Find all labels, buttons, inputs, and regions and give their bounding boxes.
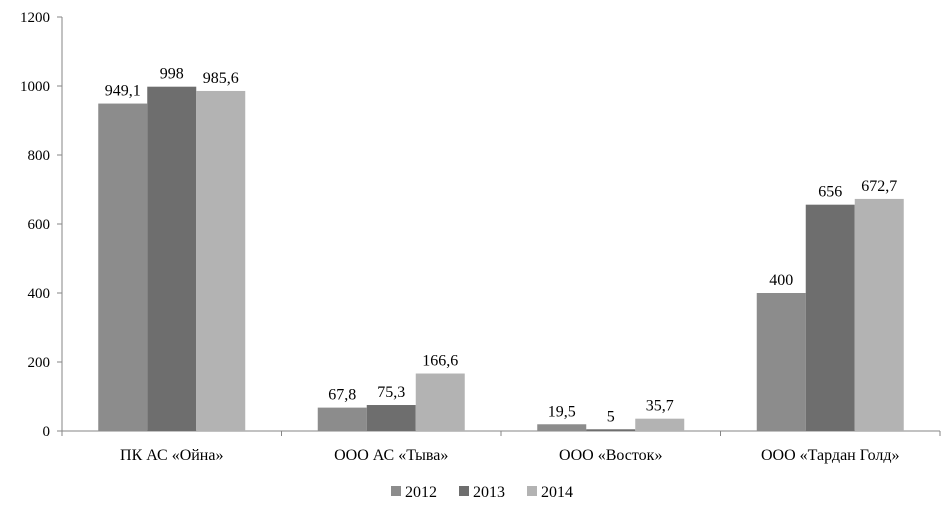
data-label: 19,5 <box>548 403 576 420</box>
data-label: 5 <box>607 408 615 425</box>
bar-2013 <box>805 204 855 431</box>
data-label: 67,8 <box>328 387 356 404</box>
data-label: 949,1 <box>105 83 141 100</box>
y-tick-label: 400 <box>28 286 51 302</box>
legend: 2012 2013 2014 <box>391 484 573 501</box>
data-label: 672,7 <box>861 178 897 195</box>
legend-swatch-2013 <box>459 486 469 496</box>
bar-2012 <box>756 293 806 431</box>
data-label: 985,6 <box>203 70 239 87</box>
x-axis: ПК АС «Ойна» ООО АС «Тыва» ООО «Восток» ООО… <box>61 430 941 464</box>
bar-2012 <box>317 407 367 431</box>
legend-label: 2012 <box>405 484 437 501</box>
y-tick-label: 0 <box>43 424 51 440</box>
bar-2014 <box>415 373 465 431</box>
legend-label: 2013 <box>473 484 505 501</box>
y-tick-label: 200 <box>28 355 51 371</box>
data-label: 656 <box>818 184 842 201</box>
y-tick-label: 800 <box>28 148 51 164</box>
y-axis: 0 200 400 600 800 1000 1200 <box>20 10 63 440</box>
category-label: ООО «Тардан Голд» <box>761 447 900 464</box>
data-label: 35,7 <box>646 398 674 415</box>
bar-2012 <box>98 103 148 432</box>
y-tick-label: 600 <box>28 217 51 233</box>
category-label: ООО АС «Тыва» <box>334 447 448 464</box>
category-label: ООО «Восток» <box>559 447 662 464</box>
bar-2012 <box>537 424 587 431</box>
data-label: 75,3 <box>377 384 405 401</box>
bar-2013 <box>147 86 197 431</box>
y-tick-label: 1000 <box>20 79 50 95</box>
bar-2014 <box>854 198 904 431</box>
y-tick-label: 1200 <box>20 10 50 26</box>
bar-2014 <box>635 418 685 431</box>
bar-2014 <box>196 90 246 431</box>
bar-2013 <box>366 405 416 431</box>
data-labels: 949,1 998 985,6 67,8 75,3 166,6 19,5 5 35,7 400 65… <box>105 66 898 426</box>
legend-swatch-2014 <box>527 486 537 496</box>
legend-label: 2014 <box>541 484 573 501</box>
data-label: 166,6 <box>422 353 458 370</box>
data-label: 998 <box>160 66 184 83</box>
data-label: 400 <box>769 272 793 289</box>
bars <box>98 86 904 432</box>
legend-swatch-2012 <box>391 486 401 496</box>
category-label: ПК АС «Ойна» <box>120 447 223 464</box>
bar-2013 <box>586 429 636 431</box>
